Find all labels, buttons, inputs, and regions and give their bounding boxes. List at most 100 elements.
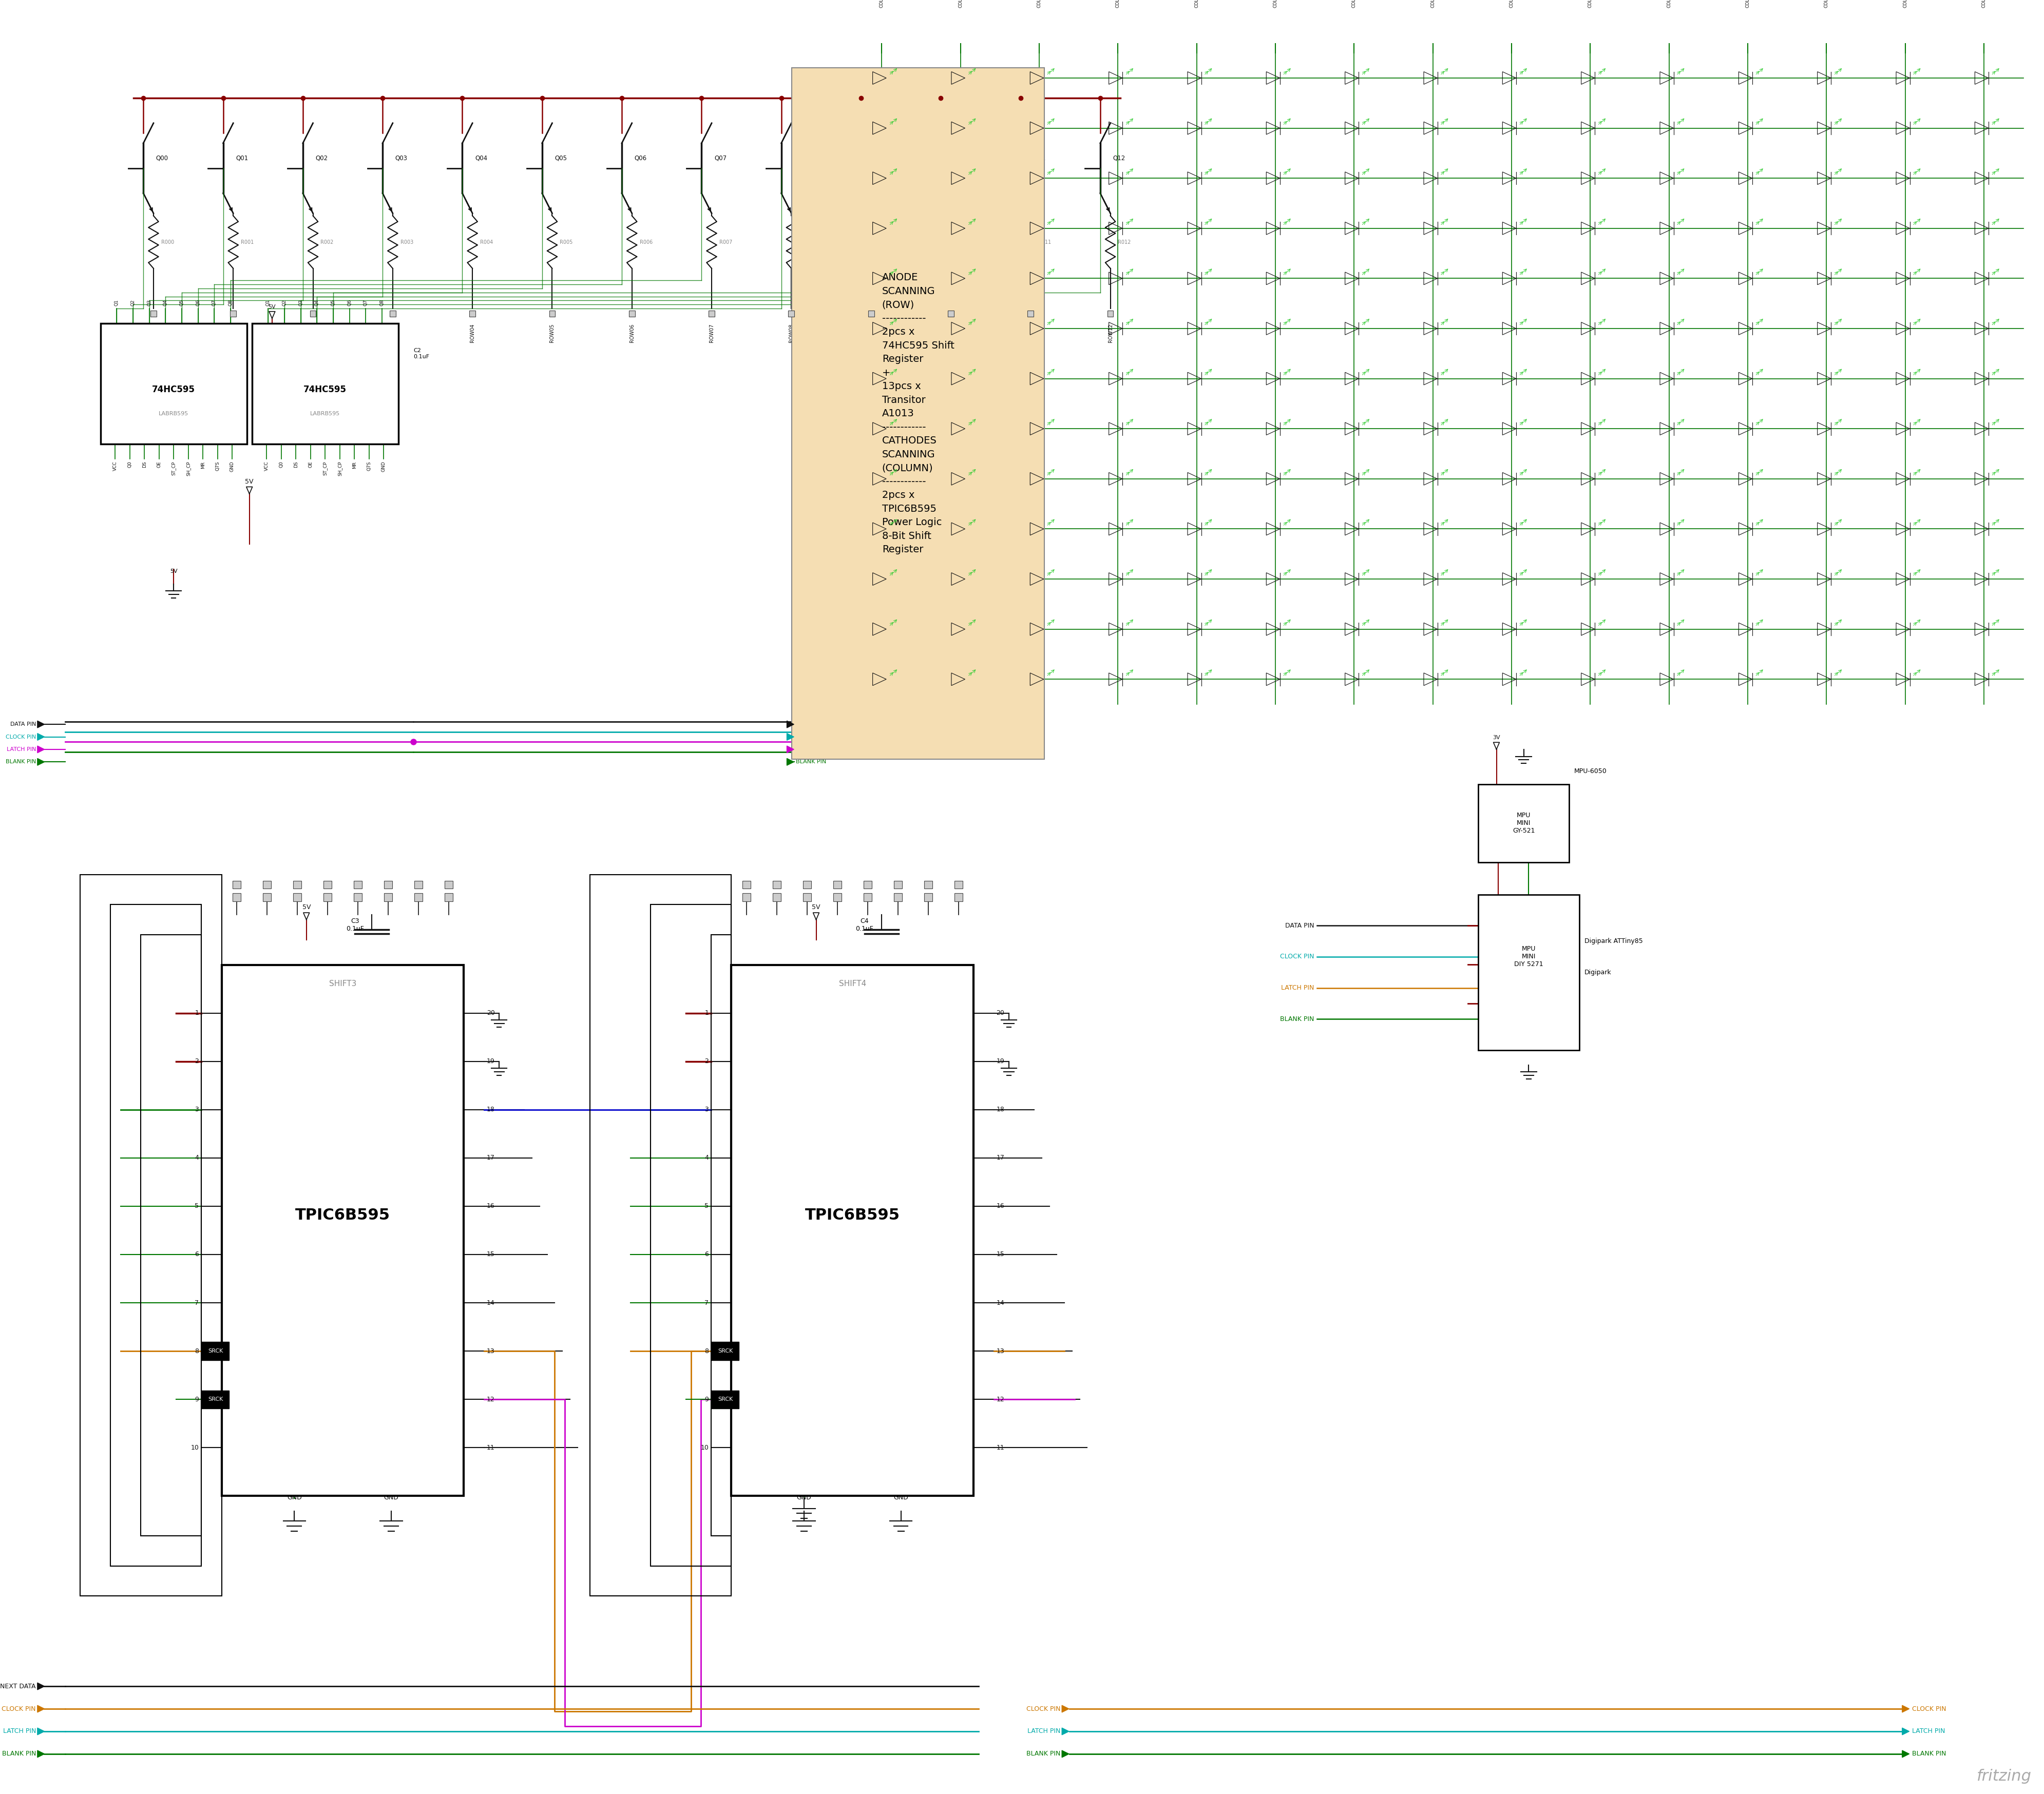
Text: 1: 1 xyxy=(705,1010,709,1017)
Text: DRAIN3: DRAIN3 xyxy=(736,1299,760,1306)
Text: MPU
MINI
GY-521: MPU MINI GY-521 xyxy=(1513,813,1535,834)
Text: DRAIN2: DRAIN2 xyxy=(225,1250,249,1258)
Text: DRAIN7: DRAIN7 xyxy=(435,1155,460,1161)
Text: Q4: Q4 xyxy=(315,300,319,307)
Bar xyxy=(251,323,399,443)
Text: DRAIN3: DRAIN3 xyxy=(225,1299,249,1306)
Text: 18: 18 xyxy=(486,1107,495,1112)
Text: ROW06: ROW06 xyxy=(630,323,634,343)
Polygon shape xyxy=(787,721,793,728)
Bar xyxy=(354,893,362,901)
Text: Q6: Q6 xyxy=(196,300,200,307)
Text: RCK: RCK xyxy=(448,1396,460,1403)
Bar xyxy=(233,881,241,888)
Text: 15: 15 xyxy=(486,1250,495,1258)
Bar xyxy=(955,881,963,888)
Text: ROW09: ROW09 xyxy=(820,526,838,531)
Text: 5V: 5V xyxy=(268,305,276,310)
Text: ROW07: ROW07 xyxy=(818,427,838,431)
Text: Q06: Q06 xyxy=(634,154,646,161)
Text: R012: R012 xyxy=(1118,240,1130,244)
Text: ROW01: ROW01 xyxy=(820,126,838,131)
Text: DRAIN4: DRAIN4 xyxy=(944,1299,969,1306)
Text: 18: 18 xyxy=(995,1107,1004,1112)
Text: SHIFT4: SHIFT4 xyxy=(838,980,867,987)
Text: ROW04: ROW04 xyxy=(820,276,838,282)
Bar xyxy=(924,893,932,901)
Text: GND: GND xyxy=(797,1494,811,1502)
Bar xyxy=(354,881,362,888)
Text: ROW10: ROW10 xyxy=(820,576,838,581)
Polygon shape xyxy=(37,746,45,753)
Bar xyxy=(415,881,423,888)
Text: Q8: Q8 xyxy=(229,300,233,307)
Text: 3: 3 xyxy=(705,1107,709,1112)
Text: DRAIN1: DRAIN1 xyxy=(225,1202,249,1209)
Text: R001: R001 xyxy=(241,240,253,244)
Text: R002: R002 xyxy=(321,240,333,244)
Bar xyxy=(893,893,901,901)
Text: R003: R003 xyxy=(401,240,413,244)
Text: COL09: COL09 xyxy=(1588,0,1592,7)
Text: 5V: 5V xyxy=(1494,845,1502,850)
Text: Q07: Q07 xyxy=(713,154,726,161)
Bar xyxy=(233,893,241,901)
Text: GND: GND xyxy=(446,1058,460,1064)
Text: SH_CP: SH_CP xyxy=(186,461,190,475)
Text: Q7S: Q7S xyxy=(366,461,372,470)
Text: 9: 9 xyxy=(194,1396,198,1403)
Text: Q10: Q10 xyxy=(953,154,965,161)
Text: Digipark ATTiny85: Digipark ATTiny85 xyxy=(1584,938,1643,945)
Text: 17: 17 xyxy=(995,1155,1004,1161)
Text: BLANK PIN: BLANK PIN xyxy=(1026,1751,1061,1758)
Text: GND: GND xyxy=(286,1494,303,1502)
Bar xyxy=(384,881,392,888)
Text: 8: 8 xyxy=(194,1347,198,1354)
Text: Q03: Q03 xyxy=(394,154,407,161)
Text: Q5: Q5 xyxy=(180,300,184,307)
Bar xyxy=(869,310,875,316)
Text: COL00: COL00 xyxy=(879,0,885,7)
Text: MR: MR xyxy=(200,461,204,468)
Text: GND: GND xyxy=(893,1494,908,1502)
Bar xyxy=(231,310,237,316)
Text: BLANK PIN: BLANK PIN xyxy=(1913,1751,1946,1758)
Bar xyxy=(789,310,795,316)
Text: BLANK PIN: BLANK PIN xyxy=(795,759,826,764)
Polygon shape xyxy=(37,1706,45,1711)
Text: Q1: Q1 xyxy=(114,300,119,307)
Text: 6: 6 xyxy=(705,1250,709,1258)
Text: NEXT DATA: NEXT DATA xyxy=(795,721,828,727)
Bar xyxy=(202,1390,229,1408)
Text: ROW08: ROW08 xyxy=(820,475,838,481)
Bar xyxy=(100,323,247,443)
Text: DRAIN5: DRAIN5 xyxy=(435,1250,460,1258)
Bar xyxy=(1271,13,1280,22)
Bar xyxy=(390,310,397,316)
Text: ROW06: ROW06 xyxy=(820,377,838,380)
Text: Q5: Q5 xyxy=(331,300,335,307)
Text: MR: MR xyxy=(352,461,356,468)
Text: DRAIN5: DRAIN5 xyxy=(944,1250,969,1258)
Bar xyxy=(1192,13,1202,22)
Text: SH_CP: SH_CP xyxy=(337,461,341,475)
Text: LATCH PIN: LATCH PIN xyxy=(1282,985,1314,992)
Bar xyxy=(742,893,750,901)
Text: 17: 17 xyxy=(486,1155,495,1161)
Bar xyxy=(834,881,842,888)
Polygon shape xyxy=(787,746,793,753)
Bar xyxy=(1478,784,1570,863)
Bar xyxy=(221,965,464,1496)
Bar xyxy=(1429,13,1437,22)
Bar xyxy=(955,893,963,901)
Text: 74HC595: 74HC595 xyxy=(303,386,347,395)
Text: ROW00: ROW00 xyxy=(151,323,155,343)
Text: SRCK: SRCK xyxy=(717,1349,734,1354)
Bar xyxy=(1586,13,1594,22)
Text: SRCK: SRCK xyxy=(208,1398,223,1401)
Text: LABRB595: LABRB595 xyxy=(311,411,339,416)
Text: 20: 20 xyxy=(995,1010,1004,1017)
Text: 6: 6 xyxy=(194,1250,198,1258)
Text: 74HC595: 74HC595 xyxy=(151,386,196,395)
Polygon shape xyxy=(787,759,793,766)
